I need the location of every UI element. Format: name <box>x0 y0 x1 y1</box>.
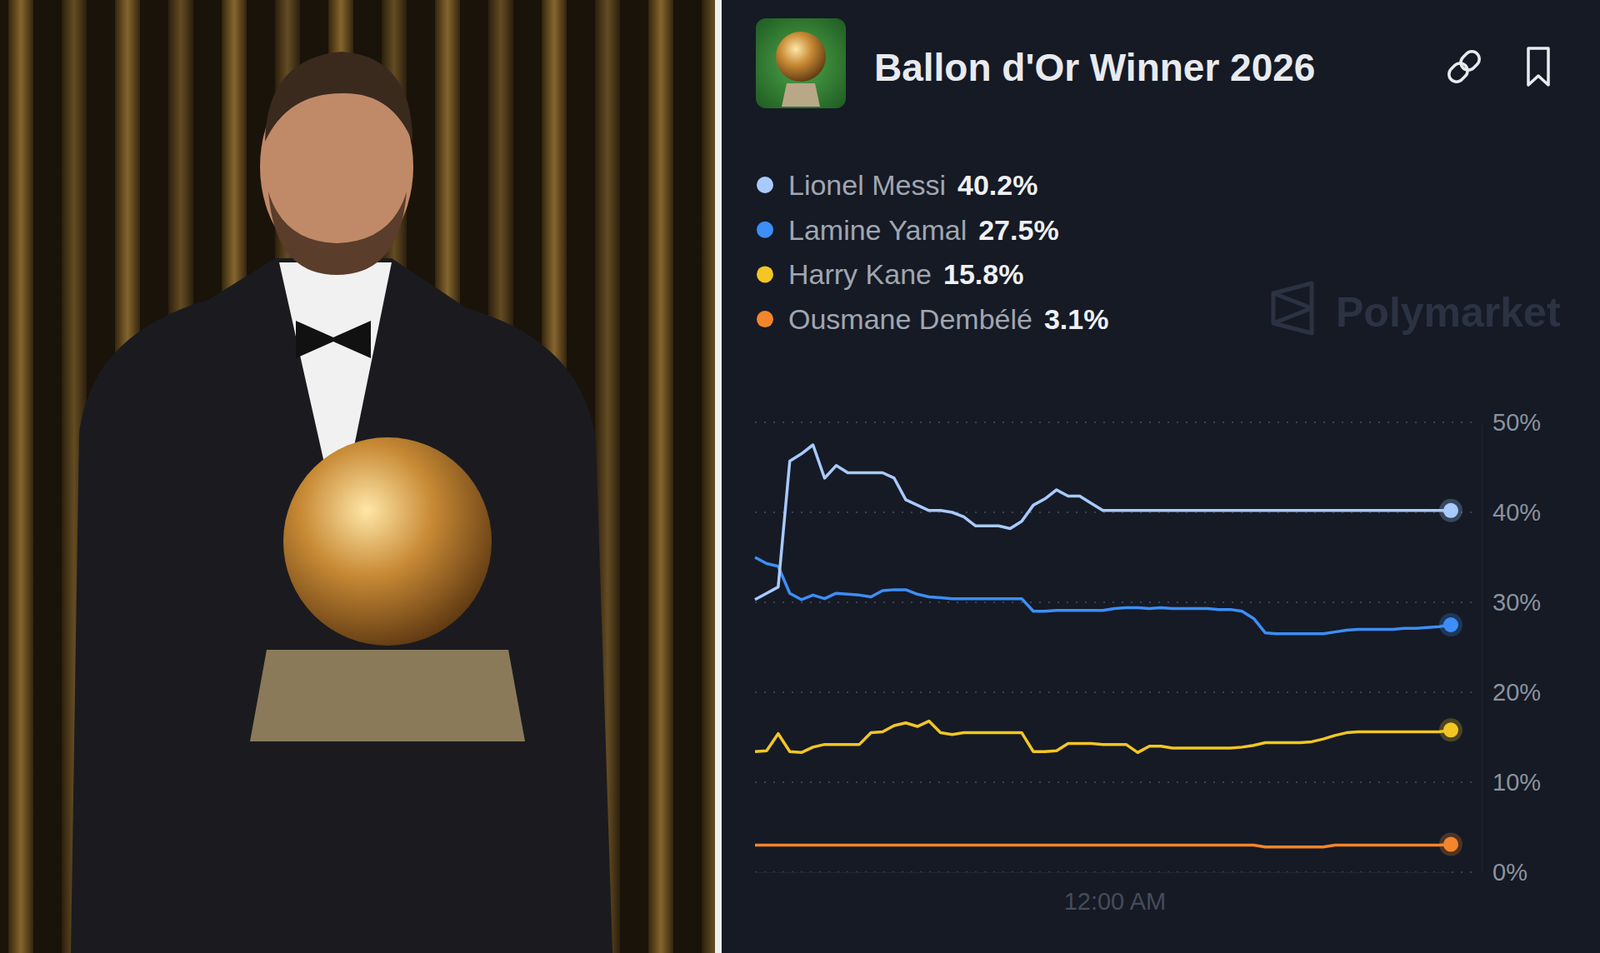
link-icon-part <box>1445 60 1471 85</box>
y-tick-label: 30% <box>1492 589 1541 616</box>
grid-line <box>755 601 1475 604</box>
end-dot <box>1443 617 1459 633</box>
y-tick-label: 20% <box>1492 679 1541 706</box>
end-dot <box>1443 503 1459 519</box>
grid-line <box>755 781 1475 784</box>
backdrop-stripe <box>648 0 674 953</box>
y-tick: 40% <box>1481 499 1541 526</box>
grid-line <box>755 421 1475 424</box>
end-dot-halo <box>1439 613 1463 637</box>
y-axis-line <box>1481 423 1483 874</box>
legend-value: 15.8% <box>943 258 1024 290</box>
backdrop-stripe <box>8 0 34 953</box>
grid-line <box>755 691 1475 694</box>
icon-background <box>755 18 846 109</box>
x-tick-label: 12:00 AM <box>1064 888 1167 915</box>
legend-name: Lionel Messi <box>788 169 946 201</box>
end-dot-halo <box>1439 499 1463 523</box>
market-icon <box>755 18 846 109</box>
legend-name: Lamine Yamal <box>788 214 967 246</box>
legend-swatch <box>756 221 774 239</box>
end-dot <box>1443 837 1459 853</box>
series-line <box>755 445 1451 600</box>
photo-background <box>0 0 717 953</box>
bookmark-button[interactable] <box>1528 48 1549 85</box>
suit-silhouette <box>70 258 613 953</box>
hair <box>265 51 413 142</box>
chart-panel <box>721 0 1600 953</box>
legend-swatch <box>756 176 774 194</box>
legend-name: Harry Kane <box>788 258 932 290</box>
stage: Ballon d'Or Winner 2026 Polymarket Lionel … <box>0 0 1600 953</box>
watermark: Polymarket <box>1273 283 1561 336</box>
end-dot-halo <box>1439 833 1463 857</box>
y-tick: 50% <box>1481 409 1541 436</box>
legend-item: Ousmane Dembélé 3.1% <box>756 303 1109 335</box>
end-dot-halo <box>1439 718 1463 742</box>
legend-value: 3.1% <box>1044 303 1110 335</box>
grid <box>755 422 1475 873</box>
legend-value: 40.2% <box>957 169 1038 201</box>
series-line <box>755 845 1451 848</box>
series-line <box>755 721 1451 754</box>
legend-item: Lamine Yamal 27.5% <box>756 214 1060 246</box>
end-dot <box>1443 722 1459 738</box>
icon-ball <box>775 31 826 82</box>
y-tick: 30% <box>1481 589 1541 616</box>
y-tick-label: 40% <box>1492 499 1541 526</box>
link-button[interactable] <box>1445 48 1483 85</box>
y-tick: 20% <box>1481 679 1541 706</box>
shirt <box>279 262 392 467</box>
legend-name: Ousmane Dembélé <box>788 303 1033 335</box>
y-tick: 0% <box>1481 859 1528 886</box>
icon-base <box>781 83 820 107</box>
x-tick: 12:00 AM <box>1064 872 1167 915</box>
beard <box>268 191 407 275</box>
legend-item: Lionel Messi 40.2% <box>756 169 1038 201</box>
legend-swatch <box>756 265 774 283</box>
y-axis: 0% 10% 20% 30% 40% 50% <box>1481 409 1541 886</box>
watermark-text: Polymarket <box>1335 289 1561 336</box>
x-axis-line <box>755 872 1452 874</box>
bow-tie <box>295 320 371 359</box>
legend-swatch <box>756 310 774 328</box>
trophy-base <box>250 650 525 742</box>
chart-title: Ballon d'Or Winner 2026 <box>874 45 1315 90</box>
link-icon-part <box>1457 48 1483 74</box>
photo-panel <box>0 0 727 953</box>
legend-item: Harry Kane 15.8% <box>756 258 1024 290</box>
plot-area <box>755 445 1463 857</box>
legend-value: 27.5% <box>978 214 1059 246</box>
trophy-ball <box>283 437 492 646</box>
legend: Lionel Messi 40.2% Lamine Yamal 27.5% Harry … <box>756 169 1109 335</box>
series-line <box>755 557 1451 635</box>
y-tick: 10% <box>1481 769 1541 796</box>
y-tick-label: 0% <box>1492 859 1528 886</box>
watermark-logo <box>1273 283 1312 334</box>
x-axis: 12:00 AM <box>755 872 1452 915</box>
y-tick-label: 10% <box>1492 769 1541 796</box>
grid-line <box>755 871 1475 874</box>
divider <box>715 0 722 953</box>
y-tick-label: 50% <box>1492 409 1541 436</box>
